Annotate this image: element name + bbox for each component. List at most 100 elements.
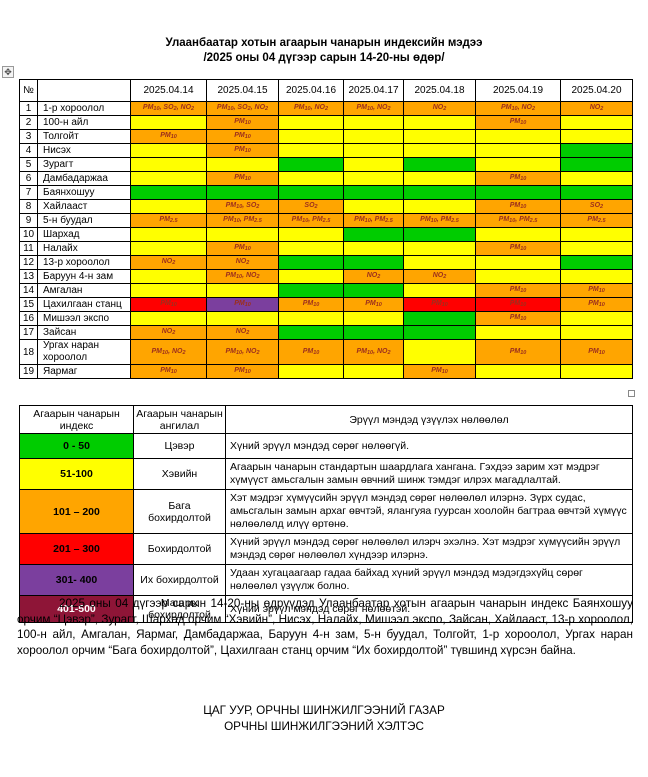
aqi-cell bbox=[278, 364, 344, 379]
table-row: 18 Ургах наран хороолол PM10, NO2 PM10, NO2… bbox=[19, 339, 633, 365]
aqi-cell bbox=[403, 185, 476, 200]
aqi-cell: PM10 bbox=[206, 143, 279, 158]
footer-line1: ЦАГ УУР, ОРЧНЫ ШИНЖИЛГЭЭНИЙ ГАЗАР bbox=[203, 704, 445, 717]
row-number: 4 bbox=[19, 143, 38, 158]
aqi-cell bbox=[130, 171, 207, 186]
aqi-cell bbox=[560, 241, 633, 256]
legend-class: Бага бохирдолтой bbox=[133, 489, 226, 534]
legend-class: Бохирдолтой bbox=[133, 533, 226, 565]
aqi-cell: PM10, NO2 bbox=[475, 101, 561, 116]
table-row: 1 1-р хороолол PM10, SO2, NO2 PM10, SO2, NO… bbox=[19, 101, 633, 116]
aqi-cell: PM10 bbox=[278, 339, 344, 365]
aqi-cell bbox=[475, 269, 561, 284]
row-number: 7 bbox=[19, 185, 38, 200]
aqi-cell bbox=[206, 227, 279, 242]
aqi-cell: NO2 bbox=[130, 325, 207, 340]
aqi-cell: PM10 bbox=[130, 297, 207, 312]
aqi-cell: PM10 bbox=[206, 171, 279, 186]
aqi-cell bbox=[278, 157, 344, 172]
aqi-cell: PM10 bbox=[206, 129, 279, 144]
row-number: 8 bbox=[19, 199, 38, 214]
aqi-cell bbox=[475, 227, 561, 242]
aqi-cell: NO2 bbox=[343, 269, 404, 284]
column-header-date-0: 2025.04.14 bbox=[130, 79, 207, 102]
aqi-cell: NO2 bbox=[403, 101, 476, 116]
aqi-cell bbox=[403, 283, 476, 298]
table-row: 8 Хайлааст PM10, SO2 SO2 PM10 SO2 bbox=[19, 199, 633, 214]
legend-health-effect: Удаан хугацаагаар гадаа байхад хүний эрү… bbox=[225, 564, 633, 596]
legend-row: 301- 400 Их бохирдолтой Удаан хугацаагаар … bbox=[19, 564, 633, 596]
column-header-date-1: 2025.04.15 bbox=[206, 79, 279, 102]
row-number: 15 bbox=[19, 297, 38, 312]
aqi-cell bbox=[343, 171, 404, 186]
aqi-cell: PM10, SO2 bbox=[206, 199, 279, 214]
aqi-cell bbox=[403, 339, 476, 365]
aqi-table: № 2025.04.14 2025.04.15 2025.04.16 2025.04.… bbox=[19, 79, 633, 379]
aqi-cell bbox=[343, 283, 404, 298]
row-number: 10 bbox=[19, 227, 38, 242]
row-number: 18 bbox=[19, 339, 38, 365]
district-name: Баруун 4-н зам bbox=[37, 269, 131, 284]
row-number: 19 bbox=[19, 364, 38, 379]
aqi-cell bbox=[560, 143, 633, 158]
aqi-cell bbox=[403, 199, 476, 214]
table-resize-handle[interactable] bbox=[628, 390, 635, 397]
aqi-cell: PM10 bbox=[475, 311, 561, 326]
aqi-cell bbox=[403, 255, 476, 270]
aqi-cell: PM10 bbox=[403, 297, 476, 312]
aqi-cell bbox=[560, 311, 633, 326]
row-number: 14 bbox=[19, 283, 38, 298]
aqi-cell: PM10 bbox=[343, 297, 404, 312]
legend-table-body: 0 - 50 Цэвэр Хүний эрүүл мэндэд сөрөг нөлө… bbox=[19, 433, 633, 623]
aqi-cell bbox=[278, 227, 344, 242]
aqi-cell bbox=[475, 255, 561, 270]
table-row: 12 13-р хороолол NO2 NO2 bbox=[19, 255, 633, 270]
aqi-cell: PM2.5 bbox=[560, 213, 633, 228]
legend-row: 101 – 200 Бага бохирдолтой Хэт мэдрэг хүмү… bbox=[19, 489, 633, 534]
aqi-cell bbox=[206, 311, 279, 326]
legend-index-range: 0 - 50 bbox=[19, 433, 134, 459]
aqi-cell: PM10 bbox=[560, 283, 633, 298]
legend-column-header-1: Агаарын чанарын ангилал bbox=[133, 405, 226, 434]
aqi-cell bbox=[130, 199, 207, 214]
aqi-cell bbox=[403, 129, 476, 144]
row-number: 2 bbox=[19, 115, 38, 130]
aqi-cell bbox=[278, 129, 344, 144]
aqi-legend-table: Агаарын чанарын индекс Агаарын чанарын ан… bbox=[19, 405, 633, 623]
aqi-cell: PM10 bbox=[206, 115, 279, 130]
aqi-cell bbox=[343, 199, 404, 214]
aqi-cell bbox=[206, 185, 279, 200]
table-move-handle-icon[interactable]: ✥ bbox=[2, 66, 14, 78]
aqi-cell bbox=[130, 241, 207, 256]
table-row: 15 Цахилгаан станц PM10 PM10 PM10 PM10 PM10 PM1… bbox=[19, 297, 633, 312]
district-name: Баянхошуу bbox=[37, 185, 131, 200]
aqi-cell bbox=[130, 311, 207, 326]
aqi-cell bbox=[475, 129, 561, 144]
district-name: Мишээл экспо bbox=[37, 311, 131, 326]
table-row: 6 Дамбадаржаа PM10 PM10 bbox=[19, 171, 633, 186]
district-name: Дамбадаржаа bbox=[37, 171, 131, 186]
district-name: Нисэх bbox=[37, 143, 131, 158]
legend-class: Хэвийн bbox=[133, 458, 226, 490]
aqi-cell bbox=[560, 269, 633, 284]
aqi-cell: PM10, PM2.5 bbox=[278, 213, 344, 228]
aqi-cell bbox=[343, 185, 404, 200]
row-number: 1 bbox=[19, 101, 38, 116]
aqi-cell bbox=[403, 143, 476, 158]
district-name: Толгойт bbox=[37, 129, 131, 144]
district-name: Амгалан bbox=[37, 283, 131, 298]
summary-paragraph: 2025 оны 04 дүгээр сарын 14-20-ны өдрүүд… bbox=[17, 597, 633, 657]
aqi-cell bbox=[560, 325, 633, 340]
column-header-name bbox=[37, 79, 131, 102]
aqi-cell bbox=[560, 185, 633, 200]
legend-index-range: 401-500 bbox=[19, 595, 134, 623]
legend-row: 0 - 50 Цэвэр Хүний эрүүл мэндэд сөрөг нөлө… bbox=[19, 433, 633, 459]
aqi-cell: PM10 bbox=[475, 297, 561, 312]
aqi-cell bbox=[560, 157, 633, 172]
aqi-cell: NO2 bbox=[403, 269, 476, 284]
table-row: 4 Нисэх PM10 bbox=[19, 143, 633, 158]
aqi-cell: PM10, NO2 bbox=[343, 101, 404, 116]
aqi-cell: PM10, NO2 bbox=[278, 101, 344, 116]
aqi-cell: PM10 bbox=[278, 297, 344, 312]
district-name: Зурагт bbox=[37, 157, 131, 172]
